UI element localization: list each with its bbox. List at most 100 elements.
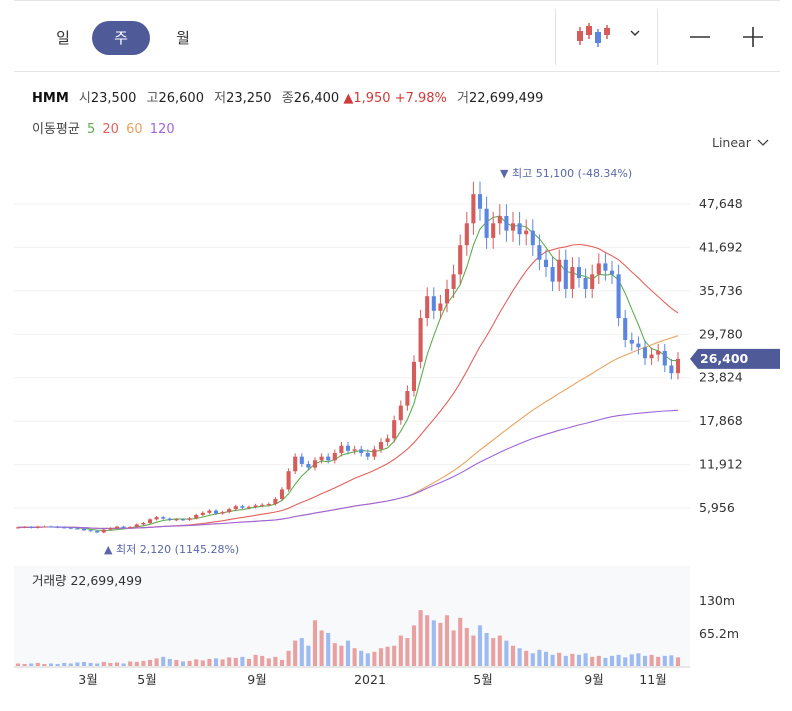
period-monthly-tab[interactable]: 월: [176, 29, 190, 47]
candle-body: [524, 230, 529, 235]
candle-body: [187, 518, 192, 520]
candle-body: [95, 531, 100, 533]
candle-body: [200, 512, 205, 515]
chart-type-selector[interactable]: [576, 19, 646, 53]
candle-body: [68, 527, 73, 529]
candle-body: [537, 245, 542, 260]
volume-bar: [642, 655, 648, 666]
volume-bar: [147, 659, 153, 666]
candle-body: [227, 509, 232, 513]
volume-bar: [609, 655, 615, 666]
candle-body: [636, 343, 641, 348]
volume-bar: [378, 648, 384, 666]
x-tick-label: 11월: [639, 672, 666, 687]
volume-bar: [517, 648, 522, 666]
candle-body: [444, 288, 450, 304]
quote-summary: HMM 시23,500 고26,600 저23,250 종26,400 ▲1,9…: [32, 87, 543, 106]
scale-mode-dropdown[interactable]: Linear: [712, 135, 769, 150]
price-tick-label: 11,912: [699, 457, 743, 472]
candle-body: [458, 245, 463, 275]
min-price-annotation: ▲ 최저 2,120 (1145.28%): [104, 543, 239, 556]
ma-20-label: 20: [102, 122, 119, 137]
price-tick-label: 47,648: [699, 196, 743, 211]
candle-body: [128, 527, 133, 529]
candle-body: [345, 445, 351, 451]
volume-bar: [537, 649, 542, 666]
volume-bar: [464, 627, 469, 666]
candle-body: [543, 259, 549, 268]
volume-bar: [675, 657, 681, 666]
ma-60-line: [17, 335, 679, 529]
candle-body: [260, 504, 265, 506]
candle-body: [332, 452, 337, 461]
volume-bar: [431, 620, 436, 666]
volume-bar: [616, 654, 621, 666]
minus-icon: [690, 36, 710, 38]
volume-bar: [194, 659, 199, 666]
candle-body: [312, 460, 318, 468]
candle-body: [550, 267, 555, 282]
period-daily-tab[interactable]: 일: [56, 29, 70, 47]
volume-bar: [35, 662, 40, 666]
volume-bar: [326, 633, 331, 666]
candle-body: [438, 303, 443, 311]
candle-body: [372, 449, 377, 457]
ma-60-label: 60: [126, 122, 143, 137]
volume-bar: [649, 654, 654, 666]
volume-bar: [530, 653, 535, 666]
volume-bar: [590, 656, 595, 666]
candle-body: [180, 519, 186, 521]
time-axis: 3월 5월 9월 2021 5월 9월 11월: [14, 666, 690, 687]
volume-bar: [484, 633, 489, 666]
candle-body: [352, 449, 357, 451]
price-tick-label: 17,868: [699, 413, 743, 428]
volume-bar: [174, 659, 179, 666]
volume-bar: [101, 661, 106, 666]
volume-bar: [629, 654, 634, 666]
volume-bar: [451, 630, 456, 666]
volume-bar: [29, 663, 34, 666]
candle-body: [596, 263, 601, 275]
volume-bar: [392, 645, 397, 666]
change-percent: +7.98%: [394, 91, 447, 106]
candle-body: [154, 517, 159, 520]
volume-bar: [279, 659, 285, 666]
volume-bar: [524, 650, 529, 666]
candle-body: [246, 506, 252, 508]
volume-panel: [14, 566, 690, 666]
candle-body: [121, 526, 126, 528]
candle-body: [484, 208, 489, 238]
candle-body: [286, 471, 291, 490]
zoom-out-button[interactable]: [688, 25, 712, 49]
close-label: 종: [281, 91, 294, 106]
volume-bar: [134, 661, 139, 666]
candle-body: [649, 354, 654, 359]
candle-body: [279, 489, 285, 499]
volume-bar: [213, 658, 219, 666]
candle-body: [471, 194, 476, 224]
volume-bar: [339, 645, 344, 666]
candle-body: [108, 528, 113, 530]
toolbar-divider: [657, 9, 658, 65]
volume-bar: [425, 615, 430, 666]
zoom-in-button[interactable]: [741, 25, 765, 49]
volume-bar: [583, 653, 588, 666]
volume-tick-label: 65.2m: [699, 626, 739, 641]
volume-bar: [286, 650, 291, 666]
volume-bar: [352, 648, 357, 666]
candle-body: [75, 528, 80, 530]
candle-body: [339, 445, 344, 453]
volume-bar: [477, 625, 483, 666]
volume-bar: [114, 662, 120, 666]
candlesticks: [15, 181, 681, 534]
current-price-label: 26,400: [700, 351, 749, 366]
candle-body: [398, 405, 403, 421]
candle-body: [273, 498, 278, 505]
volume-bar: [411, 625, 417, 666]
volume-bar: [345, 640, 351, 666]
period-weekly-tab[interactable]: 주: [92, 21, 150, 55]
volume-bar: [497, 635, 502, 666]
volume-bar: [227, 657, 232, 666]
candle-body: [656, 350, 661, 355]
